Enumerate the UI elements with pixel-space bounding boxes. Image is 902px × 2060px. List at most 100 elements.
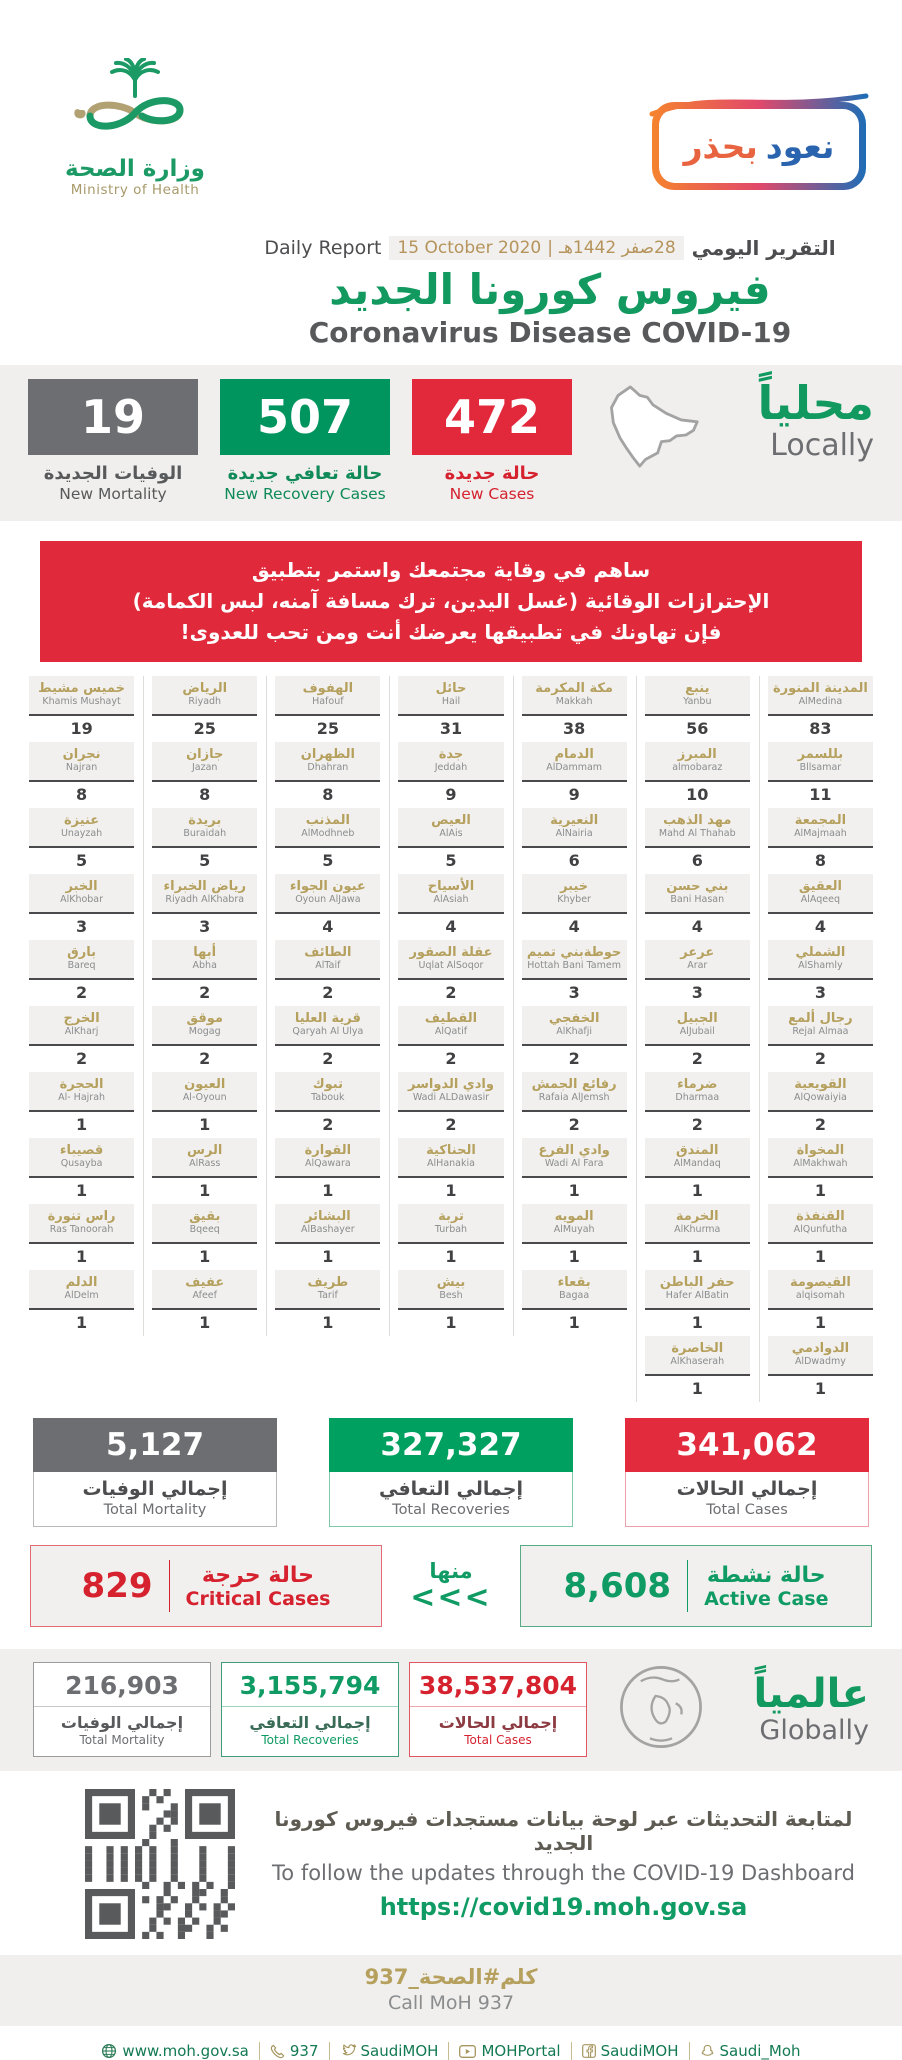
region-case-count: 2 [814, 1115, 826, 1135]
of-which-indicator: منها <<< [391, 1559, 511, 1613]
logo-title-ar: وزارة الصحة [65, 156, 205, 182]
social-link-saudimoh[interactable]: SaudiMOH [330, 2042, 450, 2060]
total-recoveries-box: 327,327 إجمالي التعافي Total Recoveries [329, 1418, 573, 1528]
region-case-count: 3 [76, 917, 88, 937]
column-divider [389, 676, 391, 1337]
social-link-saudi_moh[interactable]: Saudi_Moh [690, 2042, 811, 2060]
region-name-ar: الخفجي [548, 1011, 600, 1027]
dashboard-line-ar: لمتابعة التحديثات عبر لوحة بيانات مستجدا… [274, 1807, 853, 1856]
region-cell: العيص AlAis 5 [389, 808, 512, 874]
region-name-ar: الدلم [65, 1275, 98, 1291]
global-recoveries-box: 3,155,794 إجمالي التعافي Total Recoverie… [221, 1661, 399, 1757]
global-mortality-box: 216,903 إجمالي الوفيات Total Mortality [33, 1661, 211, 1757]
region-name-en: AlAis [439, 828, 463, 840]
region-name-ar: الطائف [304, 945, 352, 961]
dashboard-section: لمتابعة التحديثات عبر لوحة بيانات مستجدا… [85, 1789, 862, 1940]
total-mortality-box: 5,127 إجمالي الوفيات Total Mortality [33, 1418, 277, 1528]
qr-code[interactable] [85, 1789, 235, 1940]
new-cases-label-en: New Cases [449, 485, 535, 504]
region-case-count: 1 [814, 1379, 826, 1399]
region-name-ar: القنفذة [796, 1209, 845, 1225]
dashboard-url-link[interactable]: https://covid19.moh.gov.sa [379, 1893, 748, 1922]
facebook-icon [581, 2044, 596, 2059]
region-name-ar: القويعية [794, 1077, 847, 1093]
region-case-count: 11 [809, 785, 832, 805]
region-case-count: 2 [568, 1115, 580, 1135]
region-cell: وادي الفرع Wadi Al Fara 1 [513, 1138, 636, 1204]
region-name-ar: وادي الدواسر [408, 1077, 494, 1093]
region-case-count: 1 [445, 1247, 457, 1267]
region-cell: الأسياح AlAsiah 4 [389, 874, 512, 940]
twitter-icon [340, 2044, 356, 2058]
region-case-count: 1 [76, 1181, 88, 1201]
critical-active-row: 829 حالة حرجة Critical Cases منها <<< 8,… [30, 1545, 872, 1628]
region-name-en: AlRass [189, 1158, 221, 1170]
region-name-en: AlAqeeq [800, 894, 841, 906]
new-mortality-label-en: New Mortality [59, 485, 167, 504]
region-case-count: 3 [199, 917, 211, 937]
total-mortality-label-ar: إجمالي الوفيات [82, 1478, 228, 1501]
region-name-en: AlBashayer [301, 1224, 355, 1236]
region-cell: القنفذة AlQunfutha 1 [759, 1204, 882, 1270]
region-name-ar: بقيق [189, 1209, 221, 1225]
region-cell: الرس AlRass 1 [143, 1138, 266, 1204]
social-link-saudimoh[interactable]: SaudiMOH [572, 2042, 690, 2060]
region-cell: مهد الذهب Mahd Al Thahab 6 [636, 808, 759, 874]
region-cell: جدة Jeddah 9 [389, 742, 512, 808]
social-link-mohportal[interactable]: MOHPortal [449, 2042, 572, 2060]
region-name-en: Oyoun AlJawa [295, 894, 361, 906]
region-name-ar: الرياض [182, 681, 228, 697]
active-cases-label-ar: حالة نشطة [706, 1562, 826, 1588]
total-mortality-label-en: Total Mortality [103, 1502, 207, 1519]
region-case-count: 1 [568, 1313, 580, 1333]
region-name-en: AlMedina [798, 696, 843, 708]
region-cell: الخرج AlKharj 2 [20, 1006, 143, 1072]
region-case-count: 9 [568, 785, 580, 805]
region-name-en: AlKharj [64, 1026, 99, 1038]
region-case-count: 1 [814, 1313, 826, 1333]
left-arrows-icon: <<< [410, 1580, 492, 1616]
social-link-937[interactable]: 937 [260, 2042, 330, 2060]
total-cases-label-ar: إجمالي الحالات [676, 1478, 818, 1501]
region-case-count: 1 [814, 1181, 826, 1201]
social-link-label: www.moh.gov.sa [122, 2042, 249, 2060]
region-case-count: 1 [199, 1313, 211, 1333]
region-name-ar: المبرز [677, 747, 717, 763]
region-case-count: 1 [322, 1247, 334, 1267]
total-cases-box: 341,062 إجمالي الحالات Total Cases [625, 1418, 869, 1528]
region-name-ar: المذنب [305, 813, 350, 829]
page-title-ar: فيروس كورونا الجديد [329, 265, 771, 314]
social-link-label: SaudiMOH [600, 2042, 679, 2060]
moh-logo: وزارة الصحة Ministry of Health [35, 57, 235, 198]
call-moh-label-ar: كلم#الصحة_937 [364, 1965, 538, 1990]
global-mortality-label-ar: إجمالي الوفيات [34, 1705, 210, 1732]
column-divider [758, 676, 760, 1403]
region-case-count: 2 [199, 983, 211, 1003]
region-name-ar: الخرمة [675, 1209, 719, 1225]
region-cell: الجبيل AlJubail 2 [636, 1006, 759, 1072]
active-cases-label-en: Active Case [704, 1587, 829, 1610]
region-case-count: 4 [814, 917, 826, 937]
region-name-ar: الخاصرة [671, 1341, 724, 1357]
region-name-ar: نجران [62, 747, 101, 763]
region-case-count: 6 [568, 851, 580, 871]
social-link-www.moh.gov.sa[interactable]: www.moh.gov.sa [91, 2042, 260, 2060]
active-cases-value: 8,608 [563, 1566, 672, 1607]
region-cell: الظهران Dhahran 8 [266, 742, 389, 808]
region-name-ar: الهفوف [302, 681, 354, 697]
region-cell: حفر الباطن Hafer AlBatin 1 [636, 1270, 759, 1336]
region-name-en: Mahd Al Thahab [658, 828, 736, 840]
globally-heading-ar: عالمياً [753, 1670, 869, 1717]
region-cell: حوطةبني تميم Hottah Bani Tamem 3 [513, 940, 636, 1006]
region-case-count: 1 [76, 1247, 88, 1267]
report-date-divider: | [547, 238, 553, 258]
region-name-ar: الأسياح [427, 879, 475, 895]
region-name-en: Hail [441, 696, 461, 708]
region-cell: جازان Jazan 8 [143, 742, 266, 808]
region-name-ar: خميس مشيط [38, 681, 125, 697]
region-cell: رفائع الجمش Rafaia AlJemsh 2 [513, 1072, 636, 1138]
region-cell: بني حسن Bani Hasan 4 [636, 874, 759, 940]
region-name-en: Khamis Mushayt [42, 696, 121, 708]
region-cell: وادي الدواسر Wadi ALDawasir 2 [389, 1072, 512, 1138]
